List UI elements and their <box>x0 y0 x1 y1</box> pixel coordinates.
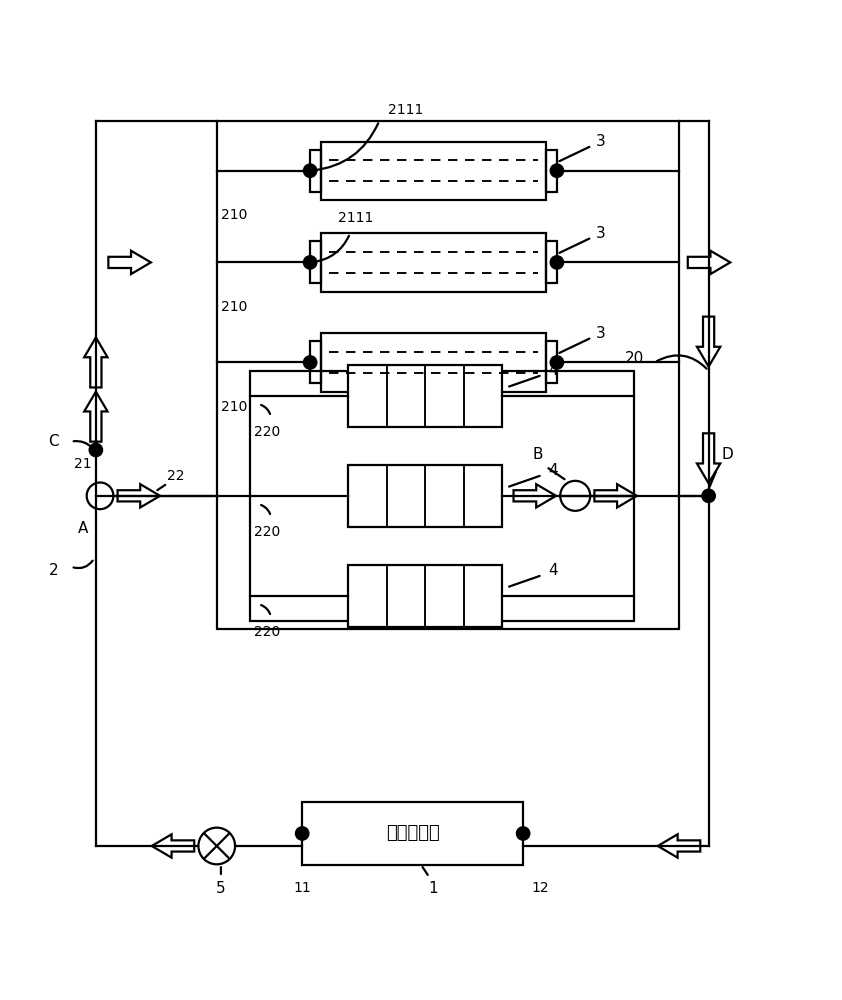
Text: 220: 220 <box>254 625 280 639</box>
Circle shape <box>516 827 530 840</box>
Bar <box>546 341 557 383</box>
Text: 210: 210 <box>221 208 248 222</box>
Text: 2111: 2111 <box>387 103 423 117</box>
Text: 2: 2 <box>49 563 58 578</box>
Bar <box>321 142 546 200</box>
Bar <box>310 241 321 283</box>
Text: 220: 220 <box>254 525 280 539</box>
Text: 22: 22 <box>168 469 184 483</box>
Bar <box>348 365 503 427</box>
Circle shape <box>550 356 563 369</box>
Bar <box>310 150 321 192</box>
Text: A: A <box>78 521 88 536</box>
Bar <box>302 802 523 865</box>
Text: 3: 3 <box>596 134 606 149</box>
Circle shape <box>303 256 317 269</box>
Text: 210: 210 <box>221 300 248 314</box>
Text: 3: 3 <box>596 326 606 341</box>
Text: 2111: 2111 <box>338 211 373 225</box>
Text: 4: 4 <box>548 563 557 578</box>
Bar <box>546 241 557 283</box>
Circle shape <box>550 164 563 177</box>
Text: 5: 5 <box>216 881 226 896</box>
Bar <box>546 150 557 192</box>
Text: 1: 1 <box>429 881 439 896</box>
Bar <box>216 121 679 629</box>
Text: 3: 3 <box>596 226 606 241</box>
Circle shape <box>296 827 309 840</box>
Text: 20: 20 <box>626 351 644 366</box>
Bar <box>310 341 321 383</box>
Text: 11: 11 <box>293 881 311 895</box>
Text: 热交换单元: 热交换单元 <box>386 824 440 842</box>
Text: D: D <box>721 447 733 462</box>
Text: 210: 210 <box>221 400 248 414</box>
Circle shape <box>303 164 317 177</box>
Text: 21: 21 <box>74 457 92 471</box>
Circle shape <box>702 489 716 503</box>
Text: 4: 4 <box>548 363 557 378</box>
Bar <box>250 371 633 621</box>
Circle shape <box>550 256 563 269</box>
Bar <box>321 233 546 292</box>
Circle shape <box>303 356 317 369</box>
Text: 220: 220 <box>254 425 280 439</box>
Text: 4: 4 <box>548 463 557 478</box>
Circle shape <box>89 443 103 457</box>
Text: 12: 12 <box>531 881 549 895</box>
Bar <box>348 465 503 527</box>
Text: C: C <box>48 434 58 449</box>
Bar <box>321 333 546 392</box>
Text: B: B <box>532 447 543 462</box>
Bar <box>348 565 503 627</box>
